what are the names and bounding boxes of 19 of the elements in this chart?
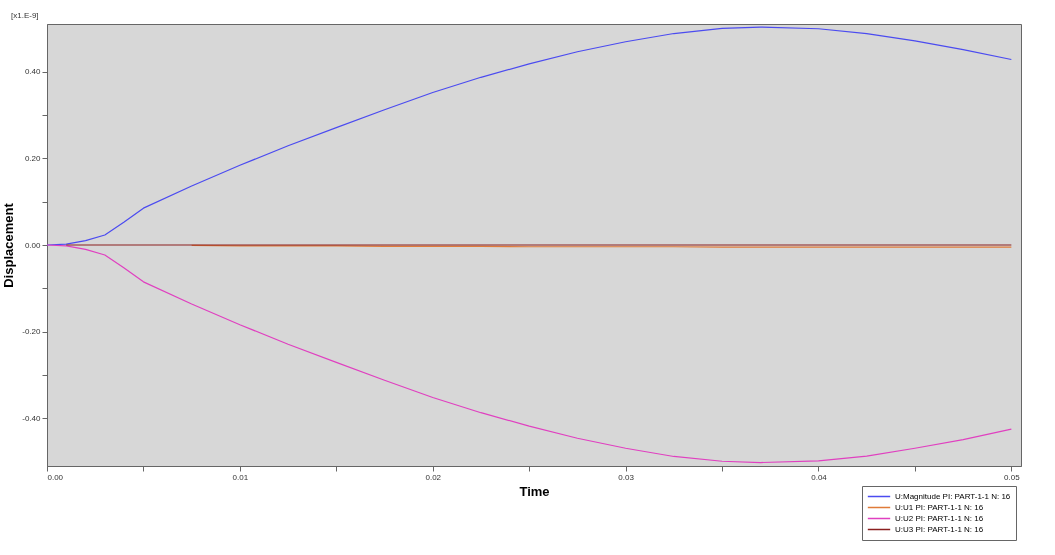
- text: [x1.E-9]: [11, 11, 39, 20]
- legend-label: U:Magnitude PI: PART-1-1 N: 16: [895, 491, 1011, 501]
- x-tick-label: 0.00: [47, 472, 64, 482]
- x-tick-label: 0.02: [425, 472, 442, 482]
- legend-label: U:U3 PI: PART-1-1 N: 16: [895, 524, 984, 534]
- y-axis-title: Displacement: [1, 202, 17, 288]
- line-series: [47, 244, 1012, 464]
- y-tick-label: 0.00: [24, 240, 42, 250]
- y-tick-label: 0.20: [24, 153, 42, 163]
- x-tick-label: 0.03: [618, 472, 635, 482]
- x-tick-label: 0.01: [232, 472, 249, 482]
- legend-label: U:U2 PI: PART-1-1 N: 16: [895, 513, 984, 523]
- x-tick-label: 0.04: [811, 472, 828, 482]
- x-tick-label: 0.05: [1004, 472, 1021, 482]
- legend-label: U:U1 PI: PART-1-1 N: 16: [895, 502, 984, 512]
- y-tick-label: -0.40: [22, 413, 42, 423]
- y-tick-label: 0.40: [24, 67, 42, 77]
- y-tick-label: -0.20: [22, 327, 42, 337]
- x-axis-title: Time: [519, 483, 550, 499]
